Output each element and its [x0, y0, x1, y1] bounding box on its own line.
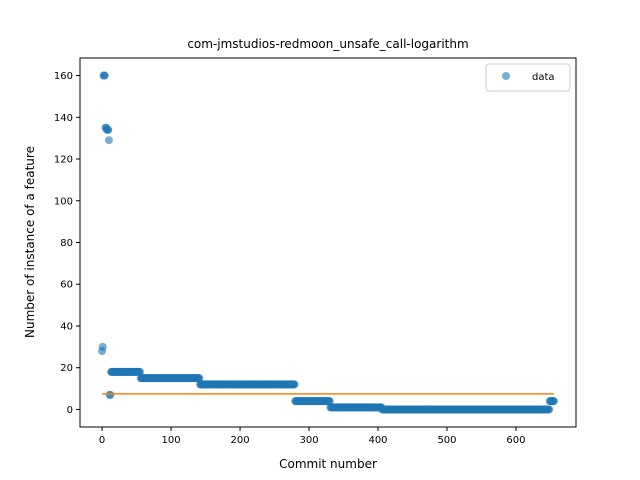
data-point	[290, 380, 299, 389]
y-tick-label: 0	[67, 405, 73, 416]
chart-title: com-jmstudios-redmoon_unsafe_call-logari…	[187, 37, 468, 51]
y-axis-label: Number of instance of a feature	[23, 146, 37, 338]
data-point	[98, 342, 107, 351]
y-tick-label: 100	[54, 196, 73, 207]
x-tick-label: 400	[368, 435, 387, 446]
data-point	[549, 397, 558, 406]
data-point	[104, 136, 113, 145]
y-tick-label: 160	[54, 71, 73, 82]
legend-box	[485, 63, 571, 92]
data-point	[104, 125, 113, 134]
data-point	[325, 397, 334, 406]
data-point	[545, 405, 554, 414]
x-tick-label: 0	[99, 435, 105, 446]
data-point	[136, 367, 145, 376]
data-point	[195, 374, 204, 383]
data-points	[98, 71, 558, 414]
y-tick-label: 20	[60, 363, 73, 374]
legend-label: data	[532, 72, 555, 83]
x-tick-label: 200	[230, 435, 249, 446]
x-axis: 0 100 200 300 400 500 600	[99, 427, 526, 446]
y-tick-label: 60	[60, 280, 73, 291]
x-tick-label: 500	[437, 435, 456, 446]
y-tick-label: 120	[54, 155, 73, 166]
x-axis-label: Commit number	[279, 457, 377, 471]
y-tick-label: 80	[60, 238, 73, 249]
x-tick-label: 300	[299, 435, 318, 446]
x-tick-label: 600	[506, 435, 525, 446]
y-axis: 0 20 40 60 80 100 120 140 160	[54, 71, 80, 416]
data-point	[100, 71, 109, 80]
legend-marker	[502, 72, 510, 80]
y-tick-label: 140	[54, 113, 73, 124]
legend: data	[485, 63, 571, 92]
data-point	[106, 390, 115, 399]
y-tick-label: 40	[60, 321, 73, 332]
x-tick-label: 100	[162, 435, 181, 446]
